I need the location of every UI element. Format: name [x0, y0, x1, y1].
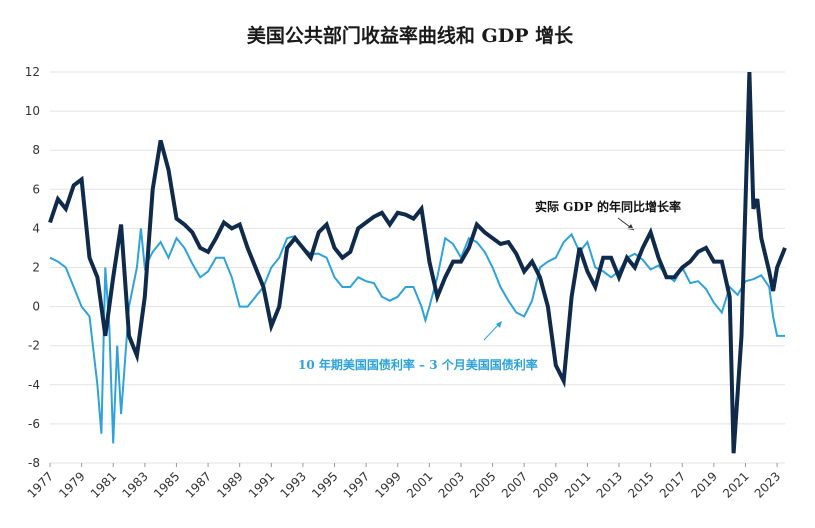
- y-tick-label: 2: [32, 261, 40, 275]
- x-tick-label: 1997: [341, 469, 372, 500]
- y-tick-label: -6: [28, 417, 40, 431]
- series-line: [49, 228, 785, 444]
- y-tick-label: 0: [32, 300, 40, 314]
- annotation-arrowhead: [496, 321, 502, 328]
- y-tick-label: -2: [28, 339, 40, 353]
- annotation: 实际 GDP 的年同比增长率: [535, 199, 681, 214]
- x-tick-label: 1991: [246, 469, 277, 500]
- x-tick-label: 2001: [404, 469, 435, 500]
- x-tick-label: 2023: [752, 469, 783, 500]
- x-tick-label: 1987: [183, 469, 214, 500]
- y-tick-label: -4: [28, 378, 40, 392]
- x-tick-label: 1995: [309, 469, 340, 500]
- x-tick-label: 2021: [720, 469, 751, 500]
- x-tick-label: 2019: [688, 469, 719, 500]
- x-tick-label: 1983: [119, 469, 150, 500]
- y-tick-label: 10: [25, 104, 40, 118]
- annotation-arrow: [483, 322, 501, 341]
- x-tick-label: 2007: [499, 469, 530, 500]
- y-tick-label: 4: [32, 221, 40, 235]
- y-tick-label: 12: [25, 65, 40, 79]
- series-line: [48, 71, 787, 454]
- x-tick-label: 2009: [530, 469, 561, 500]
- x-tick-label: 1979: [56, 469, 87, 500]
- annotation: 10 年期美国国债利率 – 3 个月美国国债利率: [298, 357, 538, 372]
- y-tick-label: 8: [32, 143, 40, 157]
- x-tick-label: 1989: [214, 469, 245, 500]
- x-tick-label: 2005: [467, 469, 498, 500]
- x-tick-label: 2003: [436, 469, 467, 500]
- annotation-arrowhead: [627, 224, 634, 230]
- x-tick-label: 1977: [25, 469, 56, 500]
- chart-title: 美国公共部门收益率曲线和 GDP 增长: [247, 24, 574, 47]
- y-tick-label: 6: [32, 182, 40, 196]
- x-tick-label: 2013: [594, 469, 625, 500]
- x-tick-label: 2015: [625, 469, 656, 500]
- y-tick-label: -8: [28, 456, 40, 470]
- x-tick-label: 1993: [278, 469, 309, 500]
- x-tick-label: 2017: [657, 469, 688, 500]
- x-tick-label: 1999: [372, 469, 403, 500]
- x-tick-label: 1981: [88, 469, 119, 500]
- x-tick-label: 1985: [151, 469, 182, 500]
- x-tick-label: 2011: [562, 469, 593, 500]
